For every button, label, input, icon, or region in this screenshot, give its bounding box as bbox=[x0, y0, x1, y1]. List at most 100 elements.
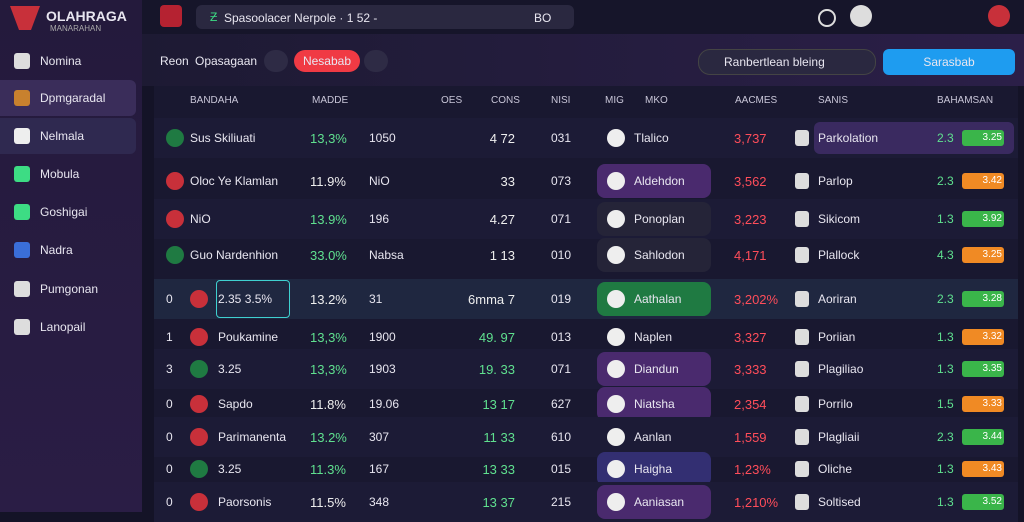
nav-icon bbox=[14, 166, 30, 182]
value: 3,202% bbox=[734, 292, 779, 307]
action-button[interactable]: Sarasbab bbox=[883, 49, 1015, 75]
code: 071 bbox=[551, 212, 572, 226]
table-row bbox=[154, 279, 1018, 319]
percent: 11.5% bbox=[310, 495, 346, 510]
opponent-logo bbox=[795, 396, 809, 412]
logo-title: OLAHRAGA bbox=[46, 8, 127, 24]
icon-button[interactable] bbox=[264, 50, 288, 72]
column-header: BANDAHA bbox=[190, 95, 239, 106]
opponent-logo bbox=[795, 130, 809, 146]
filter-search-text: Ranbertlean bleing bbox=[724, 55, 825, 69]
odds-badge[interactable]: 3.25 bbox=[962, 130, 1004, 146]
value: 1,210% bbox=[734, 495, 779, 510]
odds: 1.3 bbox=[937, 330, 954, 344]
opponent-name: Soltised bbox=[818, 495, 861, 509]
odds-badge[interactable]: 3.33 bbox=[962, 396, 1004, 412]
rank: 0 bbox=[166, 292, 173, 306]
nav-label: Lanopail bbox=[40, 320, 86, 334]
toolbar-title: Opasagaan bbox=[195, 54, 258, 68]
nav-icon bbox=[14, 204, 30, 220]
team-name: Guo Nardenhion bbox=[190, 248, 279, 262]
code: 610 bbox=[551, 430, 572, 444]
nav-label: Dpmgaradal bbox=[40, 91, 106, 105]
club-name: Aaniasan bbox=[634, 495, 685, 509]
opponent-name: Parkolation bbox=[818, 131, 879, 145]
odds: 2.3 bbox=[937, 292, 954, 306]
team-logo bbox=[166, 210, 184, 228]
nav-label: Pumgonan bbox=[40, 282, 99, 296]
club-logo bbox=[607, 360, 625, 378]
rank: 0 bbox=[166, 430, 173, 444]
opponent-logo bbox=[795, 291, 809, 307]
value: 3,562 bbox=[734, 174, 767, 189]
percent: 11.8% bbox=[310, 397, 346, 412]
odds-badge[interactable]: 3.28 bbox=[962, 291, 1004, 307]
score: 19. 33 bbox=[478, 362, 515, 377]
odds: 1.3 bbox=[937, 362, 954, 376]
avatar[interactable] bbox=[850, 5, 872, 27]
nav-label: Mobula bbox=[40, 167, 80, 181]
rank: 3 bbox=[166, 362, 173, 376]
filter-search[interactable] bbox=[698, 49, 876, 75]
table-row bbox=[154, 349, 1018, 389]
odds-badge[interactable]: 3.92 bbox=[962, 211, 1004, 227]
club-logo bbox=[607, 210, 625, 228]
club-logo bbox=[607, 290, 625, 308]
value: 2,354 bbox=[734, 397, 767, 412]
odds-badge[interactable]: 3.35 bbox=[962, 361, 1004, 377]
opponent-logo bbox=[795, 329, 809, 345]
odds-badge[interactable]: 3.42 bbox=[962, 173, 1004, 189]
search-icon[interactable] bbox=[818, 9, 836, 27]
opponent-logo bbox=[795, 361, 809, 377]
club-name: Aathalan bbox=[634, 292, 682, 306]
count: 196 bbox=[369, 212, 390, 226]
odds-badge[interactable]: 3.25 bbox=[962, 247, 1004, 263]
code: 627 bbox=[551, 397, 572, 411]
odds-badge[interactable]: 3.52 bbox=[962, 494, 1004, 510]
value: 3,223 bbox=[734, 212, 767, 227]
team-name: 3.25 bbox=[218, 462, 242, 476]
code: 019 bbox=[551, 292, 572, 306]
rank: 0 bbox=[166, 462, 173, 476]
opponent-name: Parlop bbox=[818, 174, 853, 188]
team-name: 2.35 3.5% bbox=[218, 292, 273, 306]
search-box[interactable] bbox=[196, 5, 574, 29]
score: 13 33 bbox=[482, 462, 515, 477]
avatar[interactable] bbox=[988, 5, 1010, 27]
count: 167 bbox=[369, 462, 390, 476]
team-name: Sus Skiliuati bbox=[190, 131, 256, 145]
score: 49. 97 bbox=[478, 330, 515, 345]
rank: 1 bbox=[166, 330, 173, 344]
value: 3,333 bbox=[734, 362, 767, 377]
highlight-box bbox=[216, 280, 290, 318]
column-header: MIG bbox=[605, 95, 624, 106]
value: 1,559 bbox=[734, 430, 767, 445]
percent: 13.2% bbox=[310, 430, 347, 445]
sidebar: OLAHRAGA MANARAHAN Nomina Dpmgaradal Nelma… bbox=[0, 0, 142, 512]
team-logo bbox=[190, 460, 208, 478]
count: 307 bbox=[369, 430, 390, 444]
team-logo bbox=[166, 172, 184, 190]
nav-icon bbox=[14, 53, 30, 69]
icon-button[interactable] bbox=[364, 50, 388, 72]
percent: 13,3% bbox=[310, 330, 347, 345]
team-name: Oloc Ye Klamlan bbox=[190, 174, 279, 188]
logo-subtitle: MANARAHAN bbox=[50, 24, 102, 33]
team-name: 3.25 bbox=[218, 362, 242, 376]
logo-icon bbox=[10, 6, 40, 30]
count: NiO bbox=[369, 174, 390, 188]
table-row bbox=[154, 482, 1018, 522]
value: 1,23% bbox=[734, 462, 771, 477]
odds-badge[interactable]: 3.44 bbox=[962, 429, 1004, 445]
club-logo bbox=[607, 395, 625, 413]
percent: 13.9% bbox=[310, 212, 347, 227]
odds-badge[interactable]: 3.43 bbox=[962, 461, 1004, 477]
odds-badge[interactable]: 3.32 bbox=[962, 329, 1004, 345]
primary-button[interactable]: Nesabab bbox=[294, 50, 360, 72]
code: 031 bbox=[551, 131, 572, 145]
percent: 13,3% bbox=[310, 131, 347, 146]
team-name: Poukamine bbox=[218, 330, 279, 344]
column-header: CONS bbox=[491, 95, 520, 106]
odds: 2.3 bbox=[937, 174, 954, 188]
